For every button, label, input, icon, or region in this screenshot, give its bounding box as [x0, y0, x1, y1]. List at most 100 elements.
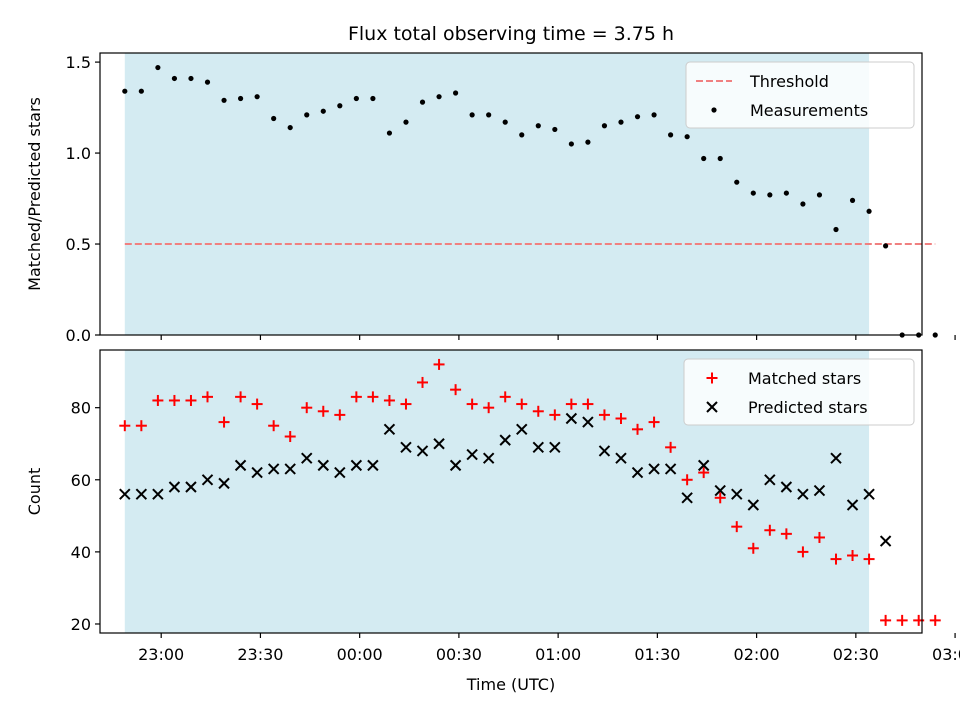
matched-star-point [516, 398, 528, 410]
measurement-point [618, 119, 624, 125]
measurement-point [684, 134, 690, 140]
x-tick-label: 02:30 [833, 645, 879, 664]
predicted-star-point [334, 466, 346, 479]
predicted-star-point [780, 481, 793, 493]
measurement-point [816, 192, 823, 198]
measurement-point [701, 155, 707, 162]
measurement-point [932, 332, 938, 338]
predicted-star-point [499, 434, 511, 446]
measurement-point [651, 112, 657, 118]
measurement-point [866, 208, 872, 214]
measurement-point [254, 94, 260, 100]
y-tick-label: 1.0 [66, 144, 91, 163]
x-tick-label: 23:30 [237, 645, 283, 664]
measurement-point [403, 119, 409, 125]
matched-star-point [632, 423, 644, 435]
matched-star-point [185, 394, 197, 406]
matched-star-point [847, 549, 859, 561]
predicted-star-point [317, 459, 329, 472]
predicted-star-point [565, 412, 578, 425]
measurement-point [519, 132, 525, 138]
bottom-panel: 20 40 60 80 23:00 23:30 00:00 00:30 01:00 01:30 02… [25, 349, 960, 694]
measurement-point [634, 114, 641, 120]
predicted-star-point [697, 459, 710, 472]
measurement-point [535, 123, 541, 129]
legend: Threshold Measurements [685, 61, 915, 129]
matched-star-point [499, 391, 511, 403]
y-tick-label: 60 [71, 471, 91, 490]
matched-star-point [929, 614, 941, 626]
predicted-star-point [731, 488, 743, 500]
predicted-star-point [879, 535, 892, 547]
measurement-point [750, 190, 756, 196]
matched-star-point [367, 391, 379, 403]
legend-box [683, 358, 915, 426]
matched-star-point [615, 412, 627, 424]
x-tick-label: 00:30 [436, 645, 482, 664]
predicted-star-point [251, 466, 263, 479]
predicted-star-point [367, 459, 379, 472]
measurement-point [552, 126, 558, 133]
predicted-star-point [284, 463, 296, 475]
predicted-star-point [846, 499, 859, 511]
predicted-star-point [830, 452, 842, 464]
measurement-point [585, 139, 591, 145]
x-tick-label: 03:00 [932, 645, 960, 664]
chart-title: Flux total observing time = 3.75 h [348, 23, 674, 45]
y-axis-label: Matched/Predicted stars [25, 97, 44, 291]
predicted-star-point [168, 481, 181, 493]
predicted-star-point [218, 477, 230, 490]
matched-star-point [764, 524, 776, 536]
matched-star-point [665, 441, 677, 453]
legend-label: Matched stars [748, 369, 861, 388]
measurement-point [502, 119, 508, 125]
predicted-star-point [631, 466, 644, 479]
legend: Matched stars Predicted stars [683, 358, 915, 426]
legend-label: Predicted stars [748, 398, 868, 417]
matched-star-point [466, 398, 478, 410]
predicted-star-point [648, 463, 660, 475]
x-tick-label: 23:00 [138, 645, 184, 664]
predicted-star-point [135, 488, 148, 500]
measurement-point [370, 95, 376, 102]
predicted-star-point [416, 445, 429, 457]
y-tick-label: 20 [71, 615, 91, 634]
measurement-point [171, 75, 178, 82]
predicted-star-point [747, 499, 760, 511]
predicted-star-point [582, 416, 594, 428]
measurement-point [271, 115, 277, 122]
matched-star-point [549, 409, 561, 421]
measurement-point [419, 99, 426, 105]
matched-star-point [235, 391, 247, 403]
measurement-point [668, 132, 674, 138]
measurement-point [337, 103, 343, 109]
measurement-point [155, 64, 161, 71]
matched-star-point [383, 394, 395, 406]
measurement-point [221, 97, 227, 103]
measurement-point [734, 179, 740, 185]
measurement-point [800, 201, 806, 207]
measurement-point [717, 155, 723, 162]
measurement-point [436, 94, 442, 100]
y-tick-label: 0.5 [66, 235, 91, 254]
x-axis-label: Time (UTC) [466, 675, 555, 694]
predicted-star-point [532, 441, 544, 454]
measurement-point [883, 243, 889, 249]
matched-star-point [698, 467, 710, 479]
x-tick-label: 01:30 [634, 645, 680, 664]
matched-star-point [168, 394, 180, 406]
predicted-star-point [615, 452, 627, 464]
matched-star-point [896, 614, 908, 626]
legend-label: Measurements [750, 101, 868, 120]
predicted-star-point [516, 423, 528, 436]
x-tick-label: 00:00 [337, 645, 383, 664]
matched-star-point [532, 405, 544, 417]
predicted-star-point [482, 452, 495, 464]
matched-star-point [251, 398, 263, 410]
measurement-point [568, 141, 574, 147]
measurement-point [320, 108, 326, 114]
axes-frame [99, 52, 923, 336]
predicted-star-point [466, 448, 478, 461]
matched-star-point [301, 402, 313, 414]
matched-star-point [797, 546, 809, 558]
